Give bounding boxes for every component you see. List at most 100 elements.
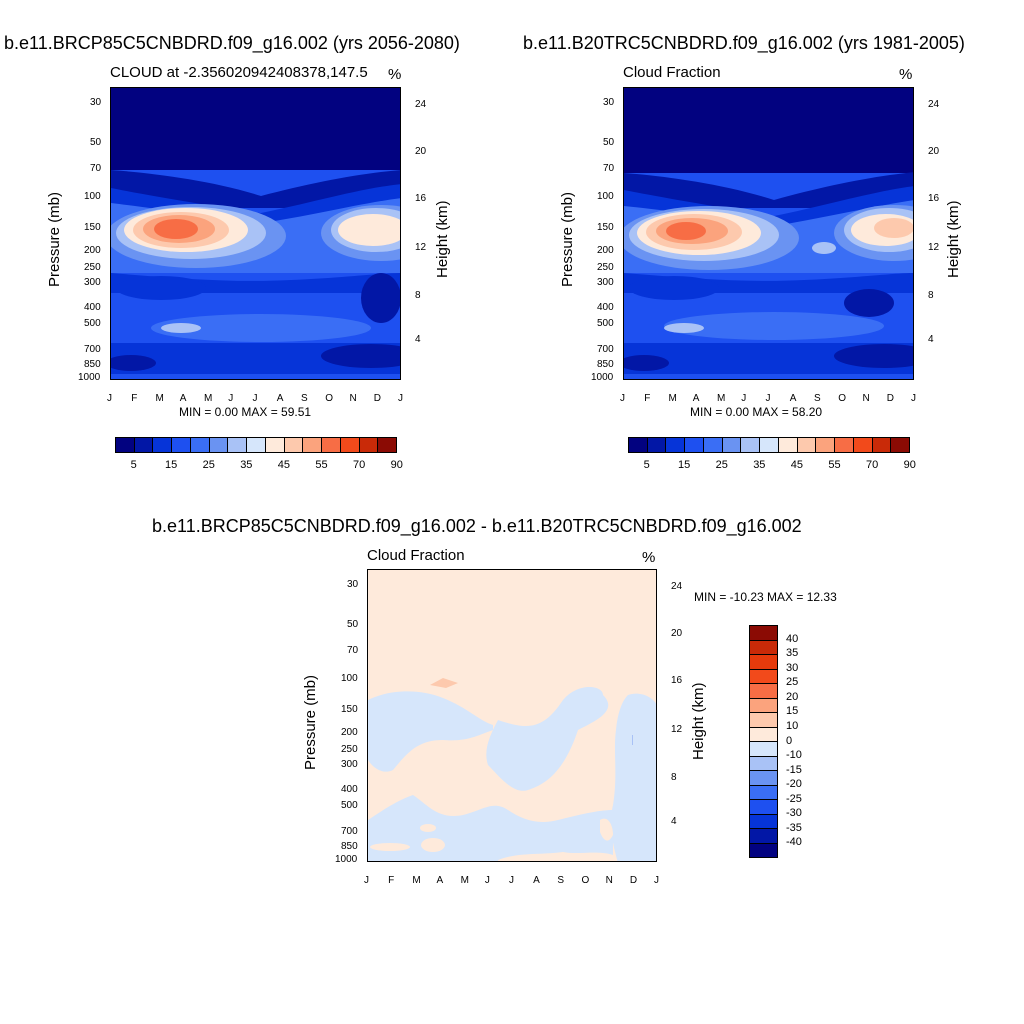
labelbar-label: -25	[786, 792, 802, 805]
pressure-tick-label: 70	[347, 645, 359, 656]
pressure-tick-label: 250	[341, 744, 358, 755]
labelbar-label: -10	[786, 749, 802, 762]
month-tick-label: M	[155, 393, 164, 404]
pressure-tick-label: 50	[347, 619, 359, 630]
labelbar-swatch	[750, 713, 777, 728]
panel2-ylabel-right: Height (km)	[945, 200, 962, 278]
labelbar-swatch	[284, 438, 304, 452]
panel1-units: %	[388, 66, 402, 83]
month-tick-label: A	[533, 875, 540, 886]
height-tick-label: 4	[671, 816, 677, 827]
pressure-tick-label: 850	[84, 359, 101, 370]
pressure-tick-label: 150	[597, 222, 614, 233]
labelbar-swatch	[750, 800, 777, 815]
pressure-tick-label: 150	[84, 222, 101, 233]
month-tick-label: D	[373, 393, 381, 404]
month-tick-label: S	[557, 875, 564, 886]
labelbar-label: 20	[786, 690, 799, 703]
pressure-tick-label: 700	[84, 344, 101, 355]
labelbar-label: 5	[643, 459, 650, 471]
labelbar-label: 0	[786, 734, 793, 747]
labelbar-label: 25	[786, 676, 799, 689]
pressure-tick-label: 300	[597, 277, 614, 288]
labelbar-swatch	[265, 438, 285, 452]
month-tick-label: N	[605, 875, 613, 886]
labelbar-label: 40	[786, 632, 799, 645]
labelbar-swatch	[647, 438, 667, 452]
labelbar-swatch	[872, 438, 892, 452]
labelbar-label: -30	[786, 807, 802, 820]
height-tick-label: 8	[928, 290, 934, 301]
panel3-labelbar	[749, 625, 778, 858]
labelbar-label: 15	[786, 705, 799, 718]
panel1-contour-field	[111, 88, 400, 379]
height-tick-label: 20	[671, 628, 683, 639]
month-tick-label: D	[629, 875, 638, 886]
pressure-tick-label: 850	[341, 841, 358, 852]
panel3-minmax: MIN = -10.23 MAX = 12.33	[694, 590, 837, 604]
panel3-contour-plot	[367, 569, 657, 862]
pressure-tick-label: 300	[341, 759, 358, 770]
panel3-subtitle: Cloud Fraction	[367, 547, 465, 564]
labelbar-swatch	[378, 438, 397, 452]
month-tick-label: J	[398, 393, 403, 404]
height-tick-label: 24	[671, 581, 683, 592]
labelbar-swatch	[190, 438, 210, 452]
labelbar-swatch	[741, 438, 761, 452]
labelbar-swatch	[703, 438, 723, 452]
month-tick-label: O	[325, 393, 334, 404]
labelbar-label: 90	[390, 459, 403, 471]
labelbar-swatch	[835, 438, 854, 452]
labelbar-swatch	[359, 438, 379, 452]
month-tick-label: M	[460, 875, 469, 886]
pressure-tick-label: 100	[597, 191, 614, 202]
pressure-tick-label: 500	[84, 318, 101, 329]
labelbar-label: -40	[786, 836, 802, 849]
panel1-subtitle: CLOUD at -2.356020942408378,147.5	[110, 64, 368, 81]
height-tick-label: 8	[415, 290, 421, 301]
pressure-tick-label: 150	[341, 704, 358, 715]
height-tick-label: 24	[415, 99, 427, 110]
height-tick-label: 12	[415, 242, 427, 253]
month-tick-label: O	[838, 393, 847, 404]
panel3-ylabel: Pressure (mb)	[302, 674, 319, 770]
height-tick-label: 4	[415, 334, 421, 345]
month-tick-label: M	[668, 393, 677, 404]
labelbar-swatch	[797, 438, 817, 452]
labelbar-label: -35	[786, 821, 802, 834]
labelbar-label: 55	[828, 459, 841, 471]
labelbar-swatch	[750, 843, 777, 857]
month-tick-label: M	[412, 875, 421, 886]
month-tick-label: J	[620, 393, 625, 404]
month-tick-label: A	[789, 393, 797, 404]
month-tick-label: A	[692, 393, 700, 404]
labelbar-swatch	[666, 438, 686, 452]
labelbar-swatch	[853, 438, 873, 452]
labelbar-label: 35	[786, 647, 799, 660]
height-tick-label: 8	[671, 772, 677, 783]
labelbar-swatch	[172, 438, 191, 452]
labelbar-label: 45	[277, 459, 291, 471]
labelbar-swatch	[153, 438, 173, 452]
labelbar-label: 90	[903, 459, 916, 471]
labelbar-label: 70	[866, 459, 879, 471]
pressure-tick-label: 200	[597, 245, 614, 256]
labelbar-label: 10	[786, 719, 799, 732]
labelbar-label: 25	[715, 459, 728, 471]
panel1-labelbar	[115, 437, 397, 453]
labelbar-swatch	[750, 742, 777, 757]
panel1-ylabel: Pressure (mb)	[46, 191, 63, 287]
panel2-contour-field	[624, 88, 913, 379]
labelbar-swatch	[778, 438, 798, 452]
labelbar-swatch	[629, 438, 648, 452]
labelbar-swatch	[722, 438, 742, 452]
labelbar-swatch	[134, 438, 154, 452]
panel1-title: b.e11.BRCP85C5CNBDRD.f09_g16.002 (yrs 20…	[4, 33, 460, 53]
panel2-units: %	[899, 66, 913, 83]
month-tick-label: F	[131, 393, 138, 404]
panel2-subtitle: Cloud Fraction	[623, 64, 721, 81]
labelbar-swatch	[750, 655, 777, 670]
pressure-tick-label: 200	[341, 727, 358, 738]
labelbar-swatch	[303, 438, 323, 452]
panel2-minmax: MIN = 0.00 MAX = 58.20	[690, 405, 823, 419]
